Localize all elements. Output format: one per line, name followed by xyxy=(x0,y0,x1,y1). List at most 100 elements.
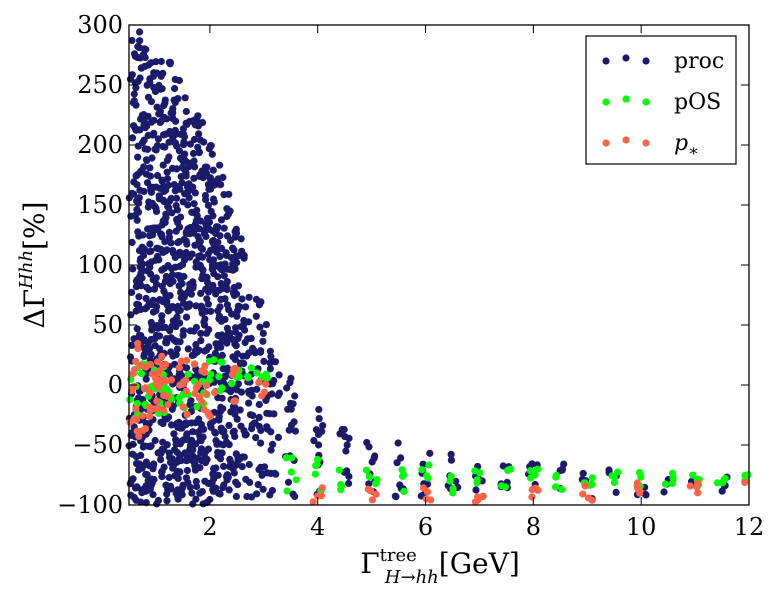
data-point xyxy=(263,423,271,431)
data-point xyxy=(146,240,154,248)
data-point xyxy=(216,408,224,416)
data-point xyxy=(134,339,142,348)
data-point xyxy=(210,356,218,364)
data-point xyxy=(212,484,220,492)
data-point xyxy=(126,396,134,404)
data-point xyxy=(240,251,248,260)
data-point xyxy=(150,475,158,484)
data-point xyxy=(133,325,141,333)
data-point xyxy=(149,491,157,499)
data-point xyxy=(153,244,161,252)
data-point xyxy=(579,469,587,477)
data-point xyxy=(231,355,239,364)
data-point xyxy=(155,110,163,118)
data-point xyxy=(128,341,136,349)
data-point xyxy=(134,345,142,353)
data-point xyxy=(138,489,146,497)
data-point xyxy=(193,403,201,411)
data-point xyxy=(158,233,166,241)
data-point xyxy=(528,460,536,468)
data-point xyxy=(172,351,180,359)
data-point xyxy=(335,466,343,474)
data-point xyxy=(425,461,433,469)
y-tick-label: 250 xyxy=(77,71,123,99)
data-point xyxy=(210,388,219,397)
data-point xyxy=(287,421,296,429)
data-point xyxy=(142,458,150,466)
data-point xyxy=(158,85,166,93)
data-point xyxy=(203,498,211,506)
data-point xyxy=(184,370,192,378)
data-point xyxy=(179,125,187,133)
data-point xyxy=(195,415,203,423)
x-tick-label: 6 xyxy=(418,513,433,541)
data-point xyxy=(229,244,237,252)
data-point xyxy=(267,428,275,436)
x-axis-label: Γtree H→hh[GeV] xyxy=(360,545,520,588)
data-point xyxy=(186,483,194,491)
data-point xyxy=(190,360,198,368)
x-tick-label: 12 xyxy=(734,513,765,541)
data-point xyxy=(142,294,150,302)
data-point xyxy=(315,405,323,414)
data-point xyxy=(182,421,190,429)
data-point xyxy=(189,446,197,454)
data-point xyxy=(201,368,209,376)
data-point xyxy=(190,157,198,165)
data-point xyxy=(169,461,178,470)
data-point xyxy=(133,427,141,435)
data-point xyxy=(157,117,165,125)
data-point xyxy=(222,249,230,257)
data-point xyxy=(132,416,141,424)
data-point xyxy=(175,364,183,372)
data-point xyxy=(137,370,146,378)
data-point xyxy=(472,486,480,494)
data-point xyxy=(217,216,226,224)
data-point xyxy=(419,460,427,468)
data-point xyxy=(137,282,145,290)
data-point xyxy=(309,498,317,506)
data-point xyxy=(258,392,266,400)
data-point xyxy=(206,175,214,183)
data-point xyxy=(202,232,210,241)
data-point xyxy=(146,412,154,420)
data-point xyxy=(270,410,278,418)
data-point xyxy=(143,179,152,187)
data-point xyxy=(236,303,244,311)
data-point xyxy=(741,478,749,486)
data-point xyxy=(136,168,144,176)
data-point xyxy=(185,194,193,202)
data-point xyxy=(237,388,246,396)
data-point xyxy=(718,487,726,495)
data-point xyxy=(221,260,229,268)
data-point xyxy=(244,374,252,382)
data-point xyxy=(423,472,431,480)
data-point xyxy=(447,472,455,480)
data-point xyxy=(144,145,152,153)
data-point xyxy=(165,473,173,482)
data-point xyxy=(228,380,236,388)
data-point xyxy=(228,371,236,379)
data-point xyxy=(190,200,198,208)
data-point xyxy=(147,247,155,255)
data-point xyxy=(138,243,146,251)
data-point xyxy=(158,324,166,332)
data-point xyxy=(134,77,142,85)
data-point xyxy=(174,474,182,482)
data-point xyxy=(140,163,148,171)
data-point xyxy=(579,490,587,498)
data-point xyxy=(153,172,162,180)
data-point xyxy=(175,394,183,402)
legend-item-pstar: p∗ xyxy=(602,131,699,160)
data-point xyxy=(133,206,141,214)
data-point xyxy=(145,442,153,450)
data-point xyxy=(636,489,644,497)
data-point xyxy=(129,440,137,448)
data-point xyxy=(187,290,195,298)
data-point xyxy=(167,482,175,490)
data-point xyxy=(205,326,213,334)
legend-label: pOS xyxy=(674,90,721,115)
data-point xyxy=(230,397,238,405)
data-point xyxy=(693,483,701,491)
